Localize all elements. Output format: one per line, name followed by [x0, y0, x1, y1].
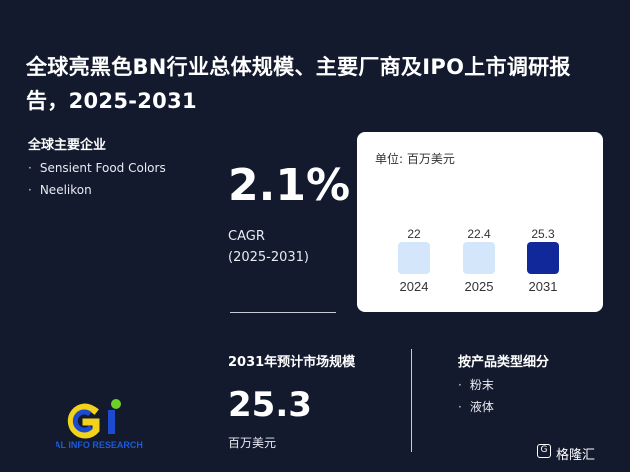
market-size-unit: 百万美元: [228, 436, 277, 450]
bar-value-label: 22.4: [467, 227, 491, 241]
companies-heading: 全球主要企业: [28, 138, 107, 153]
cagr-value: 2.1%: [228, 160, 351, 211]
product-type-item: 粉末: [458, 377, 494, 399]
market-size-chart-card: 单位: 百万美元 22 2024 22.4 2025 25.3 2031: [357, 132, 603, 312]
cagr-label-period: (2025-2031): [228, 250, 310, 265]
logo-g-inner: [72, 409, 93, 433]
report-title: 全球亮黑色BN行业总体规模、主要厂商及IPO上市调研报告，2025-2031: [26, 55, 571, 113]
market-size-value: 25.3: [228, 385, 312, 425]
company-item: Neelikon: [28, 182, 166, 204]
x-tick-label: 2031: [529, 279, 558, 294]
x-tick-label: 2024: [400, 279, 429, 294]
logo-i-mark: [108, 410, 115, 434]
logo-g-mark: [67, 403, 100, 439]
chart-unit-label: 单位: 百万美元: [375, 152, 455, 166]
gelonghui-g-icon: G: [537, 444, 551, 458]
bar-2024: [398, 242, 430, 274]
cagr-label-line1: CAGR: [228, 229, 265, 244]
bar-value-label: 22: [407, 227, 421, 241]
logo-i-dot: [111, 399, 121, 409]
brand-label: 格隆汇: [556, 448, 596, 463]
cagr-label: CAGR (2025-2031): [228, 226, 309, 268]
bar-2025: [463, 242, 495, 274]
section-divider: [411, 349, 412, 452]
product-type-list: 粉末 液体: [458, 377, 494, 421]
logo-text: GLOBAL INFO RESEARCH: [56, 440, 143, 450]
bar-value-label: 25.3: [531, 227, 555, 241]
product-type-item: 液体: [458, 399, 494, 421]
bar-2031: [527, 242, 559, 274]
global-info-research-logo: GLOBAL INFO RESEARCH: [56, 399, 143, 450]
cagr-divider: [230, 312, 336, 313]
market-size-heading: 2031年预计市场规模: [228, 355, 356, 370]
company-item: Sensient Food Colors: [28, 160, 166, 182]
x-tick-label: 2025: [465, 279, 494, 294]
company-list: Sensient Food Colors Neelikon: [28, 160, 166, 204]
product-type-heading: 按产品类型细分: [458, 355, 550, 370]
market-size-bar-chart: 22 2024 22.4 2025 25.3 2031: [398, 227, 559, 294]
